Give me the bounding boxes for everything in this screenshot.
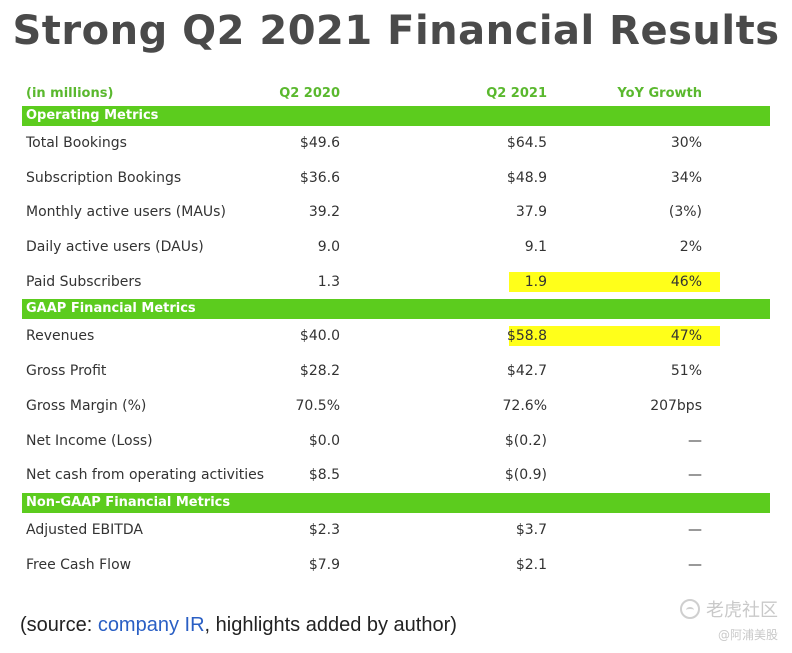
- cell-q2-2021: $(0.9): [504, 467, 547, 484]
- row-label: Net cash from operating activities: [26, 467, 265, 484]
- cell-q2-2020: $8.5: [308, 467, 340, 484]
- row-label: Paid Subscribers: [26, 273, 142, 290]
- column-header-yoy-growth: YoY Growth: [617, 86, 702, 101]
- table-row: Adjusted EBITDA $2.3 $3.7 —: [22, 513, 770, 548]
- cell-q2-2021: 72.6%: [502, 397, 547, 414]
- section-header: Non-GAAP Financial Metrics: [22, 492, 770, 513]
- cell-yoy-growth: 2%: [679, 239, 702, 256]
- cell-q2-2021: $2.1: [515, 556, 547, 573]
- table-row: Gross Profit $28.2 $42.7 51%: [22, 354, 770, 389]
- cell-yoy-growth: —: [688, 467, 702, 484]
- row-label: Adjusted EBITDA: [26, 521, 143, 538]
- cell-yoy-growth: 30%: [670, 135, 702, 151]
- cell-q2-2021: 1.9: [524, 273, 547, 290]
- cell-yoy-growth: 51%: [670, 363, 702, 380]
- row-label: Subscription Bookings: [26, 169, 182, 186]
- cell-yoy-growth: (3%): [668, 204, 702, 221]
- cell-yoy-growth: —: [688, 556, 702, 573]
- cell-yoy-growth: 46%: [670, 273, 702, 290]
- cell-q2-2021: 9.1: [524, 239, 547, 256]
- cell-q2-2020: $40.0: [299, 328, 340, 345]
- watermark-brand: 老虎社区: [706, 600, 778, 621]
- table-row: Free Cash Flow $7.9 $2.1 —: [22, 548, 770, 583]
- row-label: Daily active users (DAUs): [26, 239, 204, 256]
- table-row: Subscription Bookings $36.6 $48.9 34%: [22, 161, 770, 196]
- cell-q2-2020: 9.0: [317, 239, 340, 256]
- table-body: Operating Metrics Total Bookings $49.6 $64.…: [22, 106, 770, 582]
- cell-q2-2021: $3.7: [515, 521, 547, 538]
- cell-q2-2021: $58.8: [506, 328, 547, 345]
- highlight-yoy: [552, 271, 720, 292]
- source-note: (source: company IR, highlights added by…: [20, 614, 457, 637]
- row-label: Free Cash Flow: [26, 556, 132, 573]
- cell-yoy-growth: 47%: [670, 328, 702, 345]
- cell-q2-2021: $(0.2): [504, 432, 547, 449]
- cell-q2-2020: $49.6: [299, 135, 340, 151]
- tiger-logo-icon: [680, 599, 700, 619]
- table-row: Net cash from operating activities $8.5 $(…: [22, 458, 770, 493]
- row-label: Gross Profit: [26, 363, 107, 380]
- row-label: Total Bookings: [26, 135, 127, 151]
- cell-q2-2021: 37.9: [515, 204, 547, 221]
- highlight-q2-2021: [509, 326, 552, 347]
- cell-q2-2020: 1.3: [317, 273, 340, 290]
- table-row: Revenues $40.0 $58.8 47%: [22, 319, 770, 354]
- cell-q2-2021: $42.7: [506, 363, 547, 380]
- table-row: Gross Margin (%) 70.5% 72.6% 207bps: [22, 389, 770, 424]
- section-header: Operating Metrics: [22, 106, 770, 126]
- source-prefix: (source:: [20, 614, 98, 636]
- cell-q2-2020: $36.6: [299, 169, 340, 186]
- cell-q2-2020: $28.2: [299, 363, 340, 380]
- cell-q2-2020: 70.5%: [295, 397, 340, 414]
- source-link[interactable]: company IR: [97, 614, 205, 636]
- page-title: Strong Q2 2021 Financial Results: [12, 8, 780, 54]
- column-header-row: (in millions) Q2 2020 Q2 2021 YoY Growth: [22, 82, 770, 106]
- watermark-author: @阿浦美股: [717, 628, 778, 642]
- cell-yoy-growth: 34%: [670, 169, 702, 186]
- table-row: Daily active users (DAUs) 9.0 9.1 2%: [22, 230, 770, 265]
- cell-yoy-growth: 207bps: [650, 397, 702, 414]
- cell-yoy-growth: —: [688, 432, 702, 449]
- cell-q2-2020: $0.0: [308, 432, 340, 449]
- source-suffix: , highlights added by author): [204, 614, 457, 636]
- cell-q2-2021: $64.5: [506, 135, 547, 151]
- column-header-units: (in millions): [26, 86, 114, 101]
- section-header: GAAP Financial Metrics: [22, 299, 770, 320]
- row-label: Net Income (Loss): [26, 432, 153, 449]
- table-row: Paid Subscribers 1.3 1.9 46%: [22, 265, 770, 300]
- highlight-q2-2021: [509, 271, 552, 292]
- cell-q2-2020: 39.2: [308, 204, 340, 221]
- column-header-q2-2020: Q2 2020: [279, 86, 340, 101]
- table-row: Total Bookings $49.6 $64.5 30%: [22, 126, 770, 161]
- column-header-q2-2021: Q2 2021: [486, 86, 547, 101]
- table-row: Net Income (Loss) $0.0 $(0.2) —: [22, 424, 770, 459]
- cell-q2-2021: $48.9: [506, 169, 547, 186]
- row-label: Revenues: [26, 328, 95, 345]
- cell-yoy-growth: —: [688, 521, 702, 538]
- highlight-yoy: [552, 326, 720, 347]
- table-row: Monthly active users (MAUs) 39.2 37.9 (3%): [22, 195, 770, 230]
- row-label: Gross Margin (%): [26, 397, 147, 414]
- financial-table: (in millions) Q2 2020 Q2 2021 YoY Growth…: [22, 82, 770, 582]
- cell-q2-2020: $2.3: [308, 521, 340, 538]
- cell-q2-2020: $7.9: [308, 556, 340, 573]
- row-label: Monthly active users (MAUs): [26, 204, 226, 221]
- watermark: 老虎社区 @阿浦美股: [680, 596, 778, 643]
